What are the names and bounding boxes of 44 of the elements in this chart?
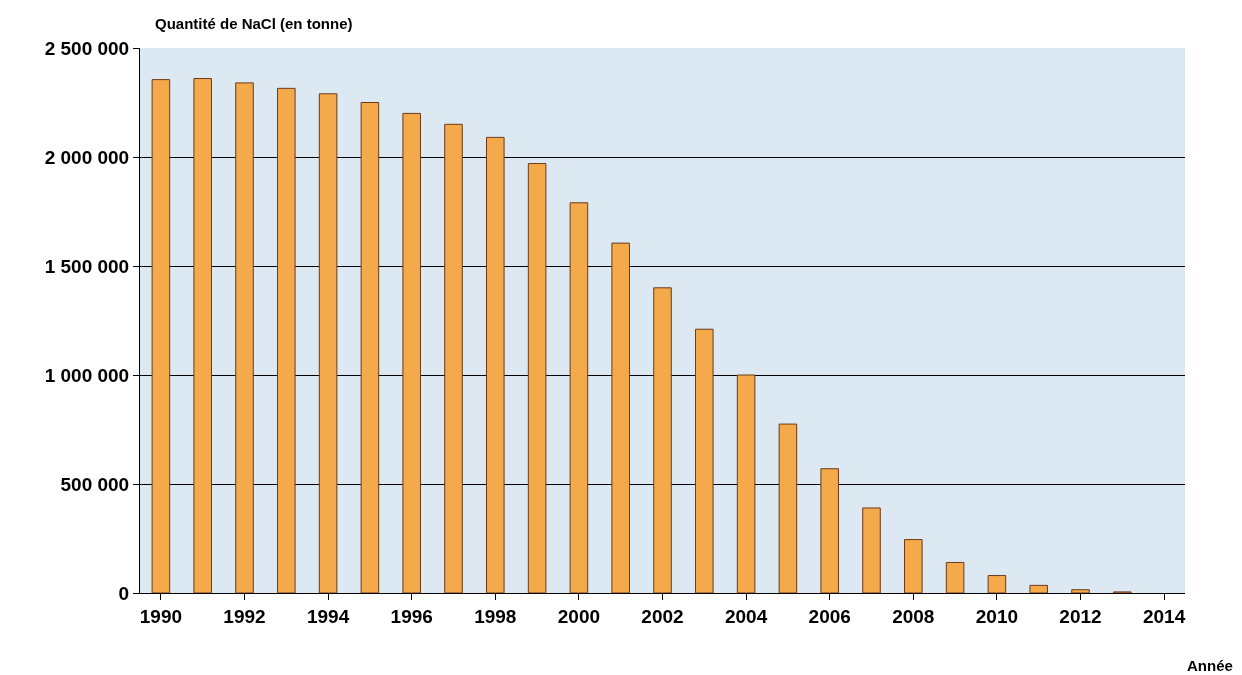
x-tick-label: 1998 [474,605,517,627]
bar [1071,589,1090,593]
bar [402,112,421,593]
bar [318,93,338,593]
bar [444,123,463,593]
bar [360,102,380,593]
bar [569,202,589,593]
x-tick-label: 2010 [975,605,1019,627]
bar [235,82,254,593]
y-tick-label: 500 000 [60,473,130,495]
bar [904,539,923,593]
y-tick-label: 2 000 000 [44,146,130,168]
x-tick-label: 1990 [139,605,183,627]
y-tick-label: 0 [118,582,130,604]
bar [486,136,505,593]
x-tick-label: 1994 [306,605,350,627]
x-axis-title: Année [1187,657,1233,674]
y-tick-label: 2 500 000 [44,37,130,59]
x-tick-label: 2008 [892,605,935,627]
bar [820,468,839,593]
y-tick-label: 1 000 000 [44,364,130,386]
bar [736,374,756,593]
y-axis-title: Quantité de NaCl (en tonne) [155,15,353,32]
bar [945,561,965,593]
x-tick-label: 1992 [223,605,266,627]
bar [277,87,296,593]
bar [695,328,714,593]
x-tick-label: 2004 [724,605,768,627]
bar [862,507,881,593]
bar [611,242,630,593]
x-tick-label: 2014 [1142,605,1186,627]
bar [778,423,798,593]
x-tick-label: 2006 [808,605,851,627]
bar [151,79,171,593]
x-tick-label: 2002 [641,605,684,627]
x-tick-label: 2000 [557,605,601,627]
bar [527,163,547,593]
x-tick-label: 2012 [1059,605,1102,627]
bar [193,78,212,593]
x-tick-label: 1996 [390,605,433,627]
y-tick-label: 1 500 000 [44,255,130,277]
bar [987,575,1007,593]
bar [1029,584,1048,593]
bar [653,287,672,593]
